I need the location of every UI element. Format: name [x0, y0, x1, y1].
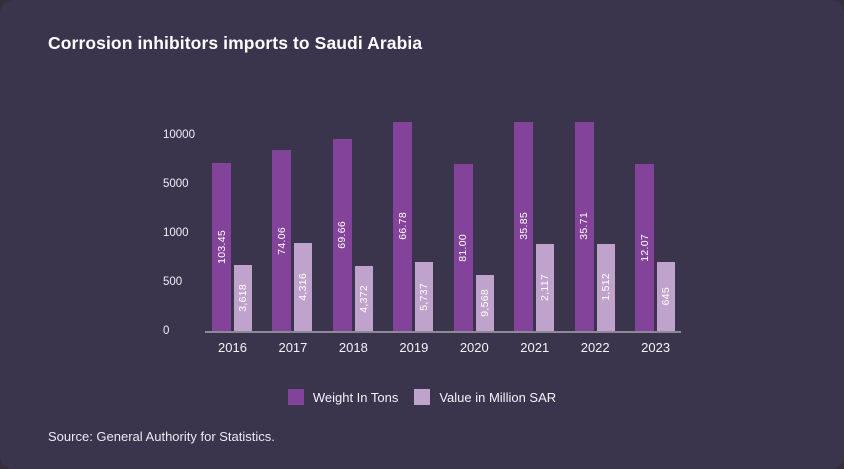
legend-swatch-icon	[287, 389, 304, 405]
y-tick-label: 0	[163, 325, 170, 337]
value-bar: 1,512	[596, 243, 615, 331]
legend-swatch-icon	[414, 389, 431, 405]
value-bar: 3,618	[234, 264, 252, 331]
x-axis-label: 2022	[580, 340, 610, 355]
x-axis-label: 2021	[520, 340, 550, 355]
chart-title: Corrosion inhibitors imports to Saudi Ar…	[48, 33, 423, 53]
value-bar: 4,372	[354, 265, 373, 331]
y-tick-label: 500	[163, 276, 183, 288]
bar-value-label: 66.78	[396, 212, 409, 241]
x-axis-label: 2018	[338, 340, 368, 355]
bar-value-label: 103.45	[215, 229, 228, 264]
x-axis-label: 2016	[218, 340, 247, 355]
bar-value-label: 74.06	[275, 226, 288, 255]
value-bar: 645	[657, 261, 676, 331]
y-tick-label: 10000	[163, 129, 195, 141]
bar-value-label: 69.66	[336, 221, 349, 249]
x-axis-label: 2023	[641, 340, 671, 355]
value-bar: 9,568	[475, 275, 494, 331]
y-tick-label: 5000	[163, 178, 189, 190]
weight-bar: 35.85	[514, 121, 534, 331]
value-bar: 4,316	[294, 242, 313, 331]
bar-value-label: 1,512	[599, 273, 612, 302]
weight-bar: 103.45	[212, 162, 231, 331]
bar-value-label: 9,568	[478, 289, 491, 317]
weight-bar: 81.00	[453, 163, 473, 331]
y-tick-label: 1000	[163, 227, 189, 239]
weight-bar: 35.71	[574, 121, 594, 331]
legend: Weight In Tons Value in Million SAR	[0, 389, 844, 405]
legend-item: Value in Million SAR	[414, 389, 556, 405]
legend-label: Value in Million SAR	[439, 389, 557, 405]
x-axis-label: 2017	[278, 340, 308, 355]
bar-value-label: 35.85	[517, 212, 530, 241]
legend-item: Weight In Tons	[287, 389, 399, 405]
legend-label: Weight In Tons	[312, 389, 399, 405]
bar-value-label: 4,316	[297, 273, 310, 301]
bar-value-label: 81.00	[457, 233, 470, 262]
bar-value-label: 35.71	[578, 212, 591, 241]
bar-value-label: 4,372	[357, 284, 370, 313]
bar-value-label: 5,737	[418, 282, 431, 311]
bar-value-label: 2,117	[539, 273, 552, 301]
weight-bar: 12.07	[635, 163, 655, 331]
x-axis-label: 2020	[459, 340, 489, 355]
source-note: Source: General Authority for Statistics…	[48, 429, 275, 444]
value-bar: 5,737	[415, 261, 434, 331]
x-axis-line	[205, 331, 681, 333]
bar-value-label: 3,618	[237, 284, 249, 312]
x-axis-label: 2019	[399, 340, 429, 355]
bar-value-label: 12.07	[638, 233, 651, 262]
weight-bar: 66.78	[393, 121, 413, 331]
weight-bar: 74.06	[272, 150, 292, 331]
bar-value-label: 645	[660, 287, 673, 306]
weight-bar: 69.66	[332, 138, 352, 331]
value-bar: 2,117	[536, 243, 555, 331]
